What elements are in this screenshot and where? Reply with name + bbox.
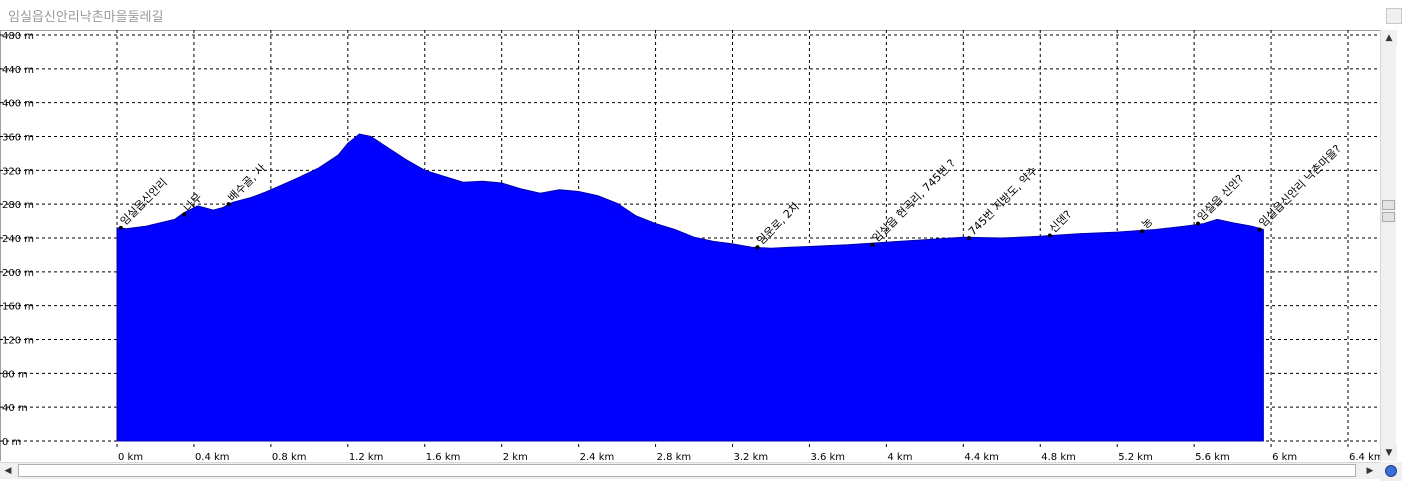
x-tick-label: 5.6 km bbox=[1195, 452, 1230, 461]
arrow-down-icon[interactable]: ▼ bbox=[1381, 445, 1397, 461]
x-tick-label: 4.4 km bbox=[964, 452, 999, 461]
chart-area bbox=[0, 30, 1380, 461]
y-tick-label: 440 m bbox=[2, 65, 34, 76]
waypoint-marker bbox=[118, 225, 123, 230]
x-tick-label: 2.8 km bbox=[657, 452, 692, 461]
y-tick-label: 80 m bbox=[2, 369, 28, 380]
x-tick-label: 1.2 km bbox=[349, 452, 384, 461]
arrow-right-icon[interactable]: ▶ bbox=[1366, 466, 1374, 476]
waypoint-label: 임실읍 신안? bbox=[1195, 172, 1247, 224]
vertical-scroll-marker bbox=[1382, 212, 1395, 222]
waypoint-marker bbox=[1257, 227, 1262, 232]
waypoint-label: 임실읍신안리 낙촌마을? bbox=[1256, 142, 1343, 229]
x-tick-label: 3.6 km bbox=[810, 452, 845, 461]
y-tick-label: 360 m bbox=[2, 133, 34, 144]
x-tick-label: 6 km bbox=[1272, 452, 1297, 461]
x-tick-label: 0.8 km bbox=[272, 452, 307, 461]
waypoint-label: 농 bbox=[1139, 215, 1155, 231]
y-tick-label: 400 m bbox=[2, 99, 34, 110]
x-tick-label: 3.2 km bbox=[734, 452, 769, 461]
x-tick-label: 5.2 km bbox=[1118, 452, 1153, 461]
x-tick-label: 4 km bbox=[887, 452, 912, 461]
x-tick-label: 2 km bbox=[503, 452, 528, 461]
horizontal-scrollbar[interactable]: ◀ ▶ bbox=[0, 462, 1380, 479]
x-tick-label: 0 km bbox=[118, 452, 143, 461]
waypoint-label: 745번 지방도, 약수 bbox=[965, 163, 1040, 238]
y-tick-label: 240 m bbox=[2, 234, 34, 245]
waypoint-marker bbox=[226, 202, 231, 207]
waypoint-marker bbox=[1047, 233, 1052, 238]
arrow-left-icon[interactable]: ◀ bbox=[4, 466, 12, 476]
arrow-up-icon[interactable]: ▲ bbox=[1381, 30, 1397, 46]
y-tick-label: 120 m bbox=[2, 336, 34, 347]
window-control-button[interactable] bbox=[1386, 8, 1402, 24]
waypoint-label: 임실읍신안리 bbox=[118, 176, 170, 228]
elevation-chart: 0 m 40 m 80 m 120 m 160 m 200 m 240 m 280 m 320 … bbox=[0, 30, 1380, 461]
y-tick-label: 320 m bbox=[2, 166, 34, 177]
x-tick-label: 0.4 km bbox=[195, 452, 230, 461]
elevation-area bbox=[116, 133, 1264, 442]
x-tick-label: 1.6 km bbox=[426, 452, 461, 461]
title-bar: 임실읍신안리낙촌마을둘레길 bbox=[0, 0, 1402, 30]
waypoint-label: 신덴? bbox=[1047, 208, 1075, 236]
globe-icon bbox=[1385, 465, 1397, 477]
vertical-scroll-thumb[interactable] bbox=[1382, 200, 1395, 210]
status-corner bbox=[1380, 462, 1402, 481]
waypoint-marker bbox=[1140, 229, 1145, 234]
vertical-scrollbar[interactable]: ▲ ▼ bbox=[1380, 30, 1397, 461]
y-tick-label: 280 m bbox=[2, 200, 34, 211]
y-tick-label: 0 m bbox=[2, 437, 21, 448]
horizontal-scroll-thumb[interactable] bbox=[18, 464, 1356, 477]
waypoint-marker bbox=[755, 245, 760, 250]
waypoint-label: 임운로, 2차 bbox=[754, 200, 802, 248]
y-tick-label: 200 m bbox=[2, 268, 34, 279]
x-tick-label: 4.8 km bbox=[1041, 452, 1076, 461]
window-title: 임실읍신안리낙촌마을둘레길 bbox=[8, 10, 164, 25]
waypoint-marker bbox=[1195, 221, 1200, 226]
waypoint-marker bbox=[870, 242, 875, 247]
waypoint-marker bbox=[182, 212, 187, 217]
x-tick-label: 2.4 km bbox=[580, 452, 615, 461]
x-tick-label: 6.4 km bbox=[1349, 452, 1380, 461]
y-tick-label: 480 m bbox=[2, 31, 34, 42]
y-tick-label: 40 m bbox=[2, 403, 28, 414]
y-tick-label: 160 m bbox=[2, 302, 34, 313]
waypoint-marker bbox=[967, 236, 972, 240]
